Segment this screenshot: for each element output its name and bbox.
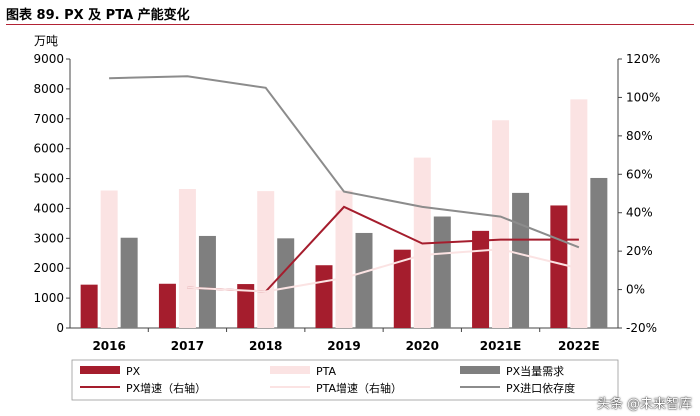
y2-tick-label: 80% [626, 129, 653, 143]
y-tick-label: 8000 [33, 82, 64, 96]
y2-tick-label: -20% [626, 321, 657, 335]
x-tick-label: 2019 [327, 339, 360, 353]
bar-PTA-2018 [257, 191, 275, 328]
bar-PTA-2022E [570, 99, 588, 328]
bar-PX-2021E [472, 230, 490, 328]
x-tick-label: 2020 [406, 339, 439, 353]
bar-PX-2020 [393, 249, 411, 328]
legend-label-PX: PX [126, 365, 141, 378]
y2-tick-label: 60% [626, 167, 653, 181]
y-tick-label: 6000 [33, 142, 64, 156]
y-tick-label: 3000 [33, 231, 64, 245]
bar-PX-2018 [237, 284, 255, 328]
legend-swatch-PX [80, 366, 120, 374]
bar-PTA-2017 [178, 189, 196, 328]
title-divider [6, 24, 694, 25]
bar-PX当量需求-2017 [198, 235, 216, 328]
bar-PX-2019 [315, 265, 333, 328]
chart-title: 图表 89. PX 及 PTA 产能变化 [6, 8, 190, 23]
bar-PTA-2021E [492, 120, 510, 329]
x-tick-label: 2018 [249, 339, 282, 353]
lines-group [109, 75, 580, 293]
y-tick-label: 7000 [33, 112, 64, 126]
legend-label-PX增速（右轴）: PX增速（右轴） [126, 381, 206, 395]
legend-label-PTA增速（右轴）: PTA增速（右轴） [316, 381, 402, 395]
legend-label-PX进口依存度: PX进口依存度 [506, 381, 575, 395]
bar-PX当量需求-2022E [590, 177, 608, 328]
y-tick-label: 0 [56, 321, 64, 335]
bars-group [80, 99, 608, 329]
y2-tick-label: 0% [626, 283, 645, 297]
legend-frame [71, 359, 619, 401]
bar-PX当量需求-2020 [433, 216, 451, 328]
y-unit-label: 万吨 [34, 34, 58, 48]
x-tick-label: 2016 [92, 339, 125, 353]
legend-label-PTA: PTA [316, 365, 336, 378]
bar-PX当量需求-2021E [512, 192, 530, 328]
bar-PX-2022E [550, 205, 568, 328]
y-tick-label: 9000 [33, 52, 64, 66]
legend-swatch-PX当量需求 [460, 366, 500, 374]
bar-PTA-2016 [100, 190, 118, 328]
y-tick-label: 5000 [33, 172, 64, 186]
labels-group: 0 1000 2000 3000 4000 5000 6000 7000 8000 9000 -20… [33, 34, 660, 353]
bar-PX当量需求-2019 [355, 232, 373, 328]
y2-tick-label: 40% [626, 206, 653, 220]
y2-tick-label: 120% [626, 52, 660, 66]
y2-tick-label: 20% [626, 244, 653, 258]
legend-swatch-PTA [270, 366, 310, 374]
y-tick-label: 2000 [33, 261, 64, 275]
y-tick-label: 1000 [33, 291, 64, 305]
legend-group: PX PTA PX当量需求 PX增速（右轴） PTA增速（右轴） PX进口依存度 [71, 359, 619, 401]
bar-PX-2017 [158, 283, 176, 328]
bar-PTA-2019 [335, 190, 353, 328]
watermark-text: 头条 @未来智库 [596, 397, 692, 412]
bar-PX当量需求-2016 [120, 237, 138, 328]
x-tick-label: 2021E [480, 339, 522, 353]
x-tick-label: 2022E [558, 339, 600, 353]
bar-PX-2016 [80, 284, 98, 328]
y-tick-label: 4000 [33, 201, 64, 215]
line-PX进口依存度 [109, 75, 580, 249]
line-PTA增速（右轴） [187, 248, 580, 293]
y2-tick-label: 100% [626, 90, 660, 104]
x-tick-label: 2017 [171, 339, 204, 353]
legend-label-PX当量需求: PX当量需求 [506, 364, 564, 378]
bar-PX当量需求-2018 [277, 238, 295, 328]
